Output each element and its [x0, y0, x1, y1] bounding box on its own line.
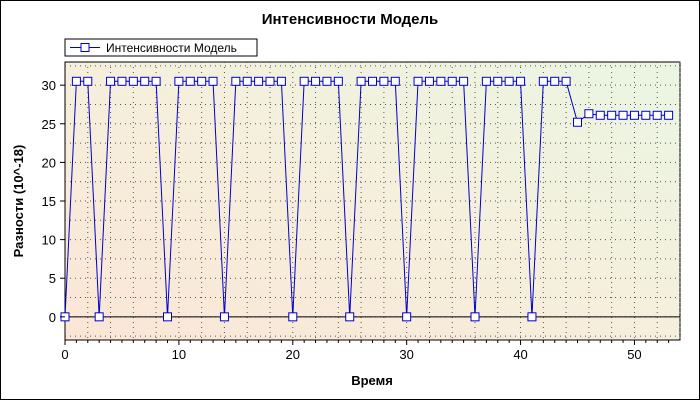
data-point	[94, 312, 104, 322]
data-point	[629, 110, 639, 120]
data-point	[618, 110, 628, 120]
data-point	[345, 312, 355, 322]
data-point	[390, 76, 400, 86]
y-tick-label: 25	[42, 117, 56, 132]
data-point	[481, 76, 491, 86]
data-point	[493, 76, 503, 86]
data-point	[299, 76, 309, 86]
x-tick-label: 40	[513, 347, 527, 362]
data-point	[436, 76, 446, 86]
x-tick-label: 50	[627, 347, 641, 362]
data-point	[231, 76, 241, 86]
series-line	[64, 80, 669, 317]
data-point	[459, 76, 469, 86]
data-point	[368, 76, 377, 86]
data-point	[83, 76, 93, 86]
chart-title: Интенсивности Модель	[262, 11, 439, 28]
data-point	[402, 312, 412, 322]
data-point	[652, 110, 662, 120]
x-tick-label: 30	[399, 347, 413, 362]
data-point	[71, 76, 81, 86]
legend-marker	[80, 43, 90, 52]
data-point	[550, 76, 560, 86]
data-point	[322, 76, 332, 86]
data-point	[333, 76, 343, 86]
data-point	[208, 76, 218, 86]
y-axis-label: Разности (10^-18)	[11, 145, 26, 258]
data-point	[140, 76, 150, 86]
data-point	[527, 312, 537, 322]
data-point	[219, 312, 229, 322]
data-point	[106, 76, 116, 86]
data-point	[561, 76, 571, 86]
data-point	[584, 109, 594, 119]
data-point	[516, 76, 526, 86]
data-point	[185, 76, 195, 86]
data-point	[641, 110, 651, 120]
data-point	[379, 76, 389, 86]
legend: Интенсивности Модель	[64, 38, 258, 57]
data-point	[504, 76, 514, 86]
data-point	[664, 110, 674, 120]
data-point	[288, 312, 298, 322]
data-point	[538, 76, 548, 86]
data-point	[607, 110, 617, 120]
axis-ticks: 0 10 20 30 40 50 0 5 10 15 20 25 30	[42, 78, 670, 362]
series-layer	[60, 76, 674, 322]
legend-box	[64, 38, 258, 57]
data-point	[447, 76, 457, 86]
x-tick-label: 10	[172, 347, 186, 362]
y-tick-label: 5	[49, 271, 56, 286]
data-point	[413, 76, 423, 86]
data-point	[163, 312, 172, 322]
y-tick-label: 20	[42, 155, 56, 170]
data-point	[265, 76, 275, 86]
data-point	[470, 312, 480, 322]
data-point	[356, 76, 366, 86]
data-point	[151, 76, 161, 86]
data-point	[573, 117, 582, 127]
plot-area	[64, 61, 681, 341]
data-point	[128, 76, 138, 86]
data-point	[254, 76, 264, 86]
data-point	[595, 110, 605, 120]
data-point	[311, 76, 321, 86]
data-point	[276, 76, 286, 86]
data-point	[242, 76, 252, 86]
y-tick-label: 10	[42, 233, 56, 248]
y-tick-label: 0	[49, 310, 56, 325]
y-tick-label: 15	[42, 194, 56, 209]
legend-label: Интенсивности Модель	[106, 41, 237, 55]
x-axis-label: Время	[351, 373, 393, 388]
data-point	[117, 76, 127, 86]
data-point	[197, 76, 207, 86]
data-point	[424, 76, 434, 86]
y-tick-label: 30	[42, 78, 56, 93]
data-point	[174, 76, 184, 86]
x-tick-label: 0	[61, 347, 68, 362]
x-tick-label: 20	[286, 347, 300, 362]
